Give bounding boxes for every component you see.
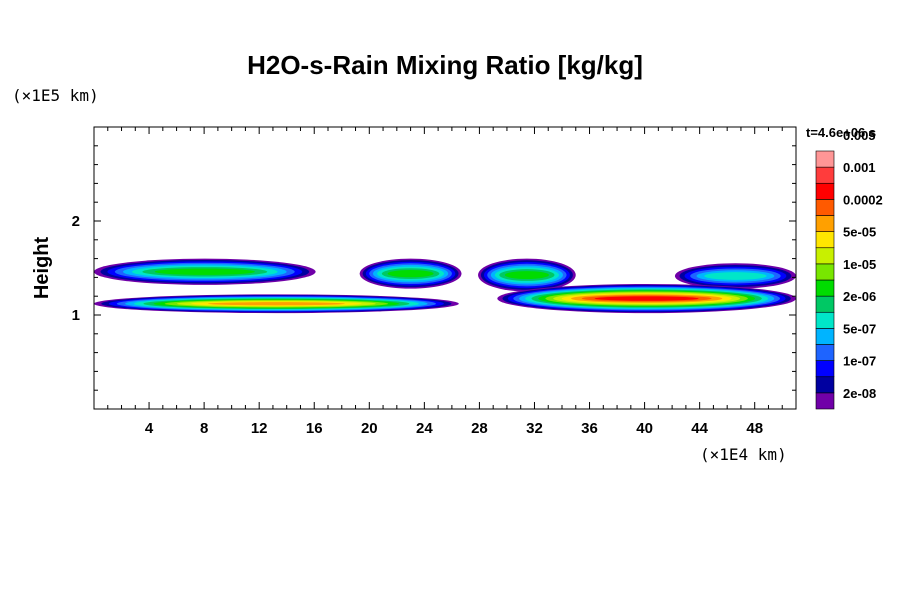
x-tick-label: 12 <box>251 420 268 437</box>
colorbar-swatch <box>815 279 835 297</box>
y-axis-label: Height <box>31 237 53 300</box>
colorbar-swatch <box>815 150 835 168</box>
plot-frame <box>93 126 797 410</box>
colorbar-label: 5e-05 <box>843 225 876 240</box>
colorbar-swatch <box>815 182 835 200</box>
contour-band <box>594 296 699 301</box>
y-unit-label: (×1E5 km) <box>12 86 99 105</box>
contour-field <box>94 258 796 314</box>
x-tick-label: 36 <box>581 420 598 437</box>
y-axis: 12 <box>72 145 796 391</box>
x-unit-label: (×1E4 km) <box>700 445 787 464</box>
colorbar-label: 2e-06 <box>843 289 876 304</box>
colorbar-label: 5e-07 <box>843 321 876 336</box>
contour-band <box>387 270 434 278</box>
colorbar-swatch <box>815 328 835 345</box>
contour-band <box>154 268 255 275</box>
colorbar-swatch <box>815 344 835 361</box>
x-tick-label: 8 <box>200 420 208 437</box>
colorbar-label: 0.0002 <box>843 192 883 207</box>
x-tick-label: 16 <box>306 420 323 437</box>
colorbar-swatch <box>815 199 835 216</box>
colorbar-swatch <box>815 247 835 265</box>
x-tick-label: 40 <box>636 420 653 437</box>
colorbar-swatch <box>815 376 835 394</box>
colorbar-label: 2e-08 <box>843 386 876 401</box>
x-tick-label: 20 <box>361 420 378 437</box>
colorbar-swatch <box>815 263 835 281</box>
x-tick-label: 44 <box>691 420 708 437</box>
x-tick-label: 32 <box>526 420 543 437</box>
colorbar: 2e-08 1e-07 5e-07 2e-06 1e-05 5e-05 0.0002 0.00… <box>815 128 883 410</box>
x-axis: 4 8 12 16 20 24 28 32 36 40 44 48 <box>107 127 783 437</box>
y-tick-label: 1 <box>72 307 80 324</box>
colorbar-swatch <box>815 392 835 410</box>
colorbar-swatch <box>815 215 835 232</box>
contour-band <box>207 302 345 306</box>
colorbar-swatch <box>815 311 835 329</box>
colorbar-label: 1e-07 <box>843 354 876 369</box>
colorbar-swatch <box>815 166 835 184</box>
colorbar-swatch <box>815 231 835 249</box>
contour-band <box>504 271 549 279</box>
colorbar-swatch <box>815 360 835 378</box>
x-tick-label: 48 <box>746 420 763 437</box>
x-tick-label: 24 <box>416 420 433 437</box>
chart-title: H2O-s-Rain Mixing Ratio [kg/kg] <box>247 50 643 80</box>
x-tick-label: 28 <box>471 420 488 437</box>
colorbar-swatch <box>815 295 835 313</box>
y-tick-label: 2 <box>72 213 80 230</box>
colorbar-label: 1e-05 <box>843 257 876 272</box>
time-label: t=4.6e+06 s <box>806 125 876 140</box>
colorbar-label: 0.001 <box>843 160 876 175</box>
x-tick-label: 4 <box>145 420 154 437</box>
contour-band <box>704 272 767 280</box>
colorbar-label: 0.005 <box>843 128 876 143</box>
